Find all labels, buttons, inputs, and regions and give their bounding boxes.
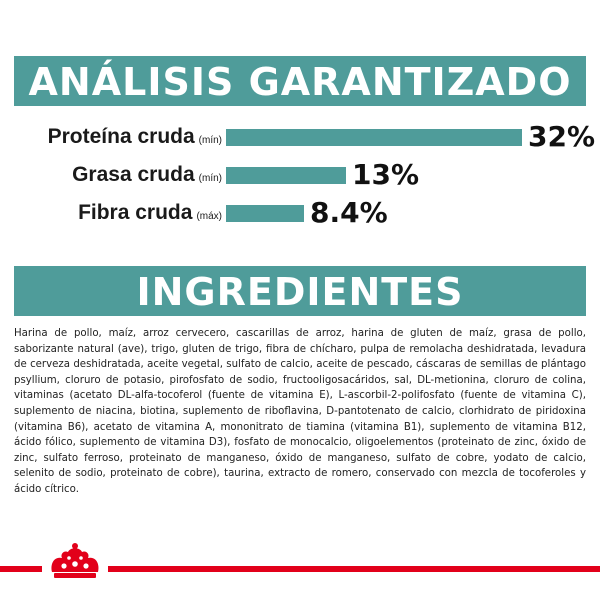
analysis-title-banner: ANÁLISIS GARANTIZADO xyxy=(14,56,586,106)
nutrient-row-protein: Proteína cruda (mín) 32% xyxy=(0,120,600,153)
nutrient-name: Grasa cruda xyxy=(72,163,195,186)
footer-red-line-right xyxy=(108,566,600,572)
nutrient-label: Proteína cruda (mín) xyxy=(48,122,222,152)
nutrient-bar xyxy=(226,167,346,184)
nutrient-row-fiber: Fibra cruda (máx) 8.4% xyxy=(0,196,600,229)
nutrient-value: 32% xyxy=(528,120,596,153)
nutrient-name: Proteína cruda xyxy=(47,125,195,148)
nutrient-qualifier: (mín) xyxy=(198,135,222,146)
nutrient-bar xyxy=(226,205,304,222)
ingredients-title: INGREDIENTES xyxy=(136,270,464,314)
nutrient-row-fat: Grasa cruda (mín) 13% xyxy=(0,158,600,191)
nutrient-bar xyxy=(226,129,522,146)
ingredients-title-banner: INGREDIENTES xyxy=(14,266,586,316)
footer-red-line-left xyxy=(0,566,42,572)
nutrient-value: 8.4% xyxy=(310,196,388,229)
analysis-title: ANÁLISIS GARANTIZADO xyxy=(28,60,572,104)
nutrient-qualifier: (máx) xyxy=(196,211,222,222)
nutrient-label: Fibra cruda (máx) xyxy=(78,198,222,228)
ingredients-text: Harina de pollo, maíz, arroz cervecero, … xyxy=(14,328,586,495)
nutrient-qualifier: (mín) xyxy=(198,173,222,184)
nutrient-value: 13% xyxy=(352,158,420,191)
nutrient-name: Fibra cruda xyxy=(78,201,193,224)
royal-canin-crown-icon xyxy=(51,543,99,578)
nutrient-label: Grasa cruda (mín) xyxy=(72,160,222,190)
